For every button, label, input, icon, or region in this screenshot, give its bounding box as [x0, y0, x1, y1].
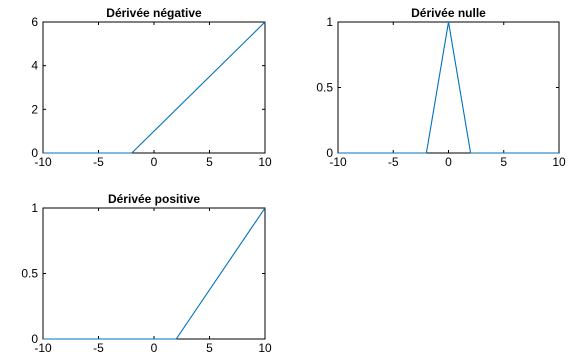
x-tick-label: 5 [206, 155, 213, 169]
y-tick-label: 0 [31, 332, 38, 346]
x-tick-label: 10 [258, 341, 272, 355]
y-tick-label: 4 [31, 59, 38, 73]
y-tick-label: 0.5 [21, 267, 38, 281]
x-tick-label: 0 [151, 155, 158, 169]
x-tick-label: -10 [329, 155, 347, 169]
subplot-3: Dérivée positive -10 -5 0 5 10 0 0.5 1 [21, 192, 272, 355]
y-tick-label: 2 [31, 102, 38, 116]
x-tick-label: 10 [258, 155, 272, 169]
subplot-1: Dérivée négative -10 -5 0 5 10 0 2 4 6 [31, 6, 272, 169]
x-tick-label: 5 [500, 155, 507, 169]
subplot-title: Dérivée positive [108, 192, 200, 206]
y-tick-label: 1 [326, 15, 333, 29]
y-tick-label: 0 [326, 146, 333, 160]
axes-box [337, 21, 560, 154]
subplot-title: Dérivée négative [106, 6, 202, 20]
axes-box [42, 207, 266, 340]
axes-box [42, 21, 266, 154]
x-tick-label: 0 [445, 155, 452, 169]
y-tick-label: 0.5 [316, 81, 333, 95]
x-tick-label: 0 [151, 341, 158, 355]
y-tick-label: 0 [31, 146, 38, 160]
series-line [43, 207, 266, 340]
series-line [338, 21, 559, 154]
x-tick-label: 5 [206, 341, 213, 355]
x-tick-label: -10 [34, 155, 52, 169]
series-line [43, 21, 266, 154]
x-tick-label: -5 [388, 155, 399, 169]
x-tick-label: -10 [34, 341, 52, 355]
subplot-2: Dérivée nulle -10 -5 0 5 10 0 0.5 1 [316, 6, 566, 169]
y-tick-label: 6 [31, 15, 38, 29]
x-tick-label: 10 [552, 155, 566, 169]
subplot-title: Dérivée nulle [411, 6, 486, 20]
x-tick-label: -5 [93, 155, 104, 169]
x-tick-label: -5 [93, 341, 104, 355]
y-tick-label: 1 [31, 201, 38, 215]
